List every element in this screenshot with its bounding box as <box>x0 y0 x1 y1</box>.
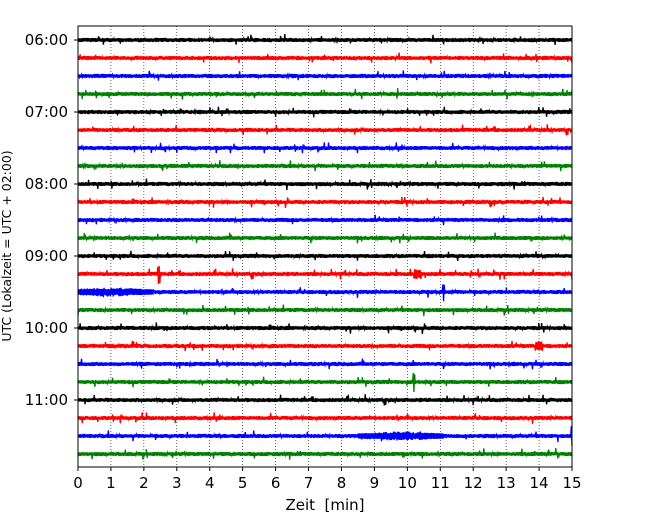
x-tick-label: 6 <box>271 474 281 492</box>
x-axis-label: Zeit [min] <box>285 496 364 514</box>
y-axis: 06:00 07:00 08:00 09:00 10:00 11:00 <box>25 31 78 409</box>
x-tick-label: 11 <box>431 474 450 492</box>
plot-frame <box>77 25 573 468</box>
seismic-trace <box>77 124 573 136</box>
seismic-trace <box>77 250 573 262</box>
x-tick-label: 14 <box>530 474 549 492</box>
seismic-trace <box>77 372 573 392</box>
seismic-trace <box>77 284 573 302</box>
x-tick-label: 8 <box>337 474 347 492</box>
seismic-trace <box>77 196 573 208</box>
seismic-trace <box>77 265 573 284</box>
x-tick-label: 12 <box>464 474 483 492</box>
x-tick-label: 0 <box>73 474 83 492</box>
trace-layer <box>77 34 573 460</box>
x-tick-label: 4 <box>205 474 215 492</box>
seismic-trace <box>77 412 573 424</box>
seismic-trace <box>77 448 573 460</box>
seismic-trace <box>77 232 573 244</box>
y-tick-label: 07:00 <box>25 103 68 121</box>
seismic-trace <box>77 106 573 118</box>
x-tick-label: 2 <box>139 474 149 492</box>
seismic-trace <box>77 52 573 64</box>
x-tick-label: 15 <box>562 474 581 492</box>
x-tick-label: 9 <box>370 474 380 492</box>
seismic-trace <box>77 304 573 317</box>
y-tick-label: 11:00 <box>25 391 68 409</box>
y-tick-label: 06:00 <box>25 31 68 49</box>
x-tick-label: 5 <box>238 474 248 492</box>
x-tick-label: 10 <box>398 474 417 492</box>
seismic-trace <box>77 160 573 172</box>
seismic-trace <box>77 340 573 352</box>
seismic-trace <box>77 426 573 446</box>
seismic-trace <box>77 358 573 370</box>
seismic-trace <box>77 214 573 226</box>
y-tick-label: 09:00 <box>25 247 68 265</box>
seismic-trace <box>77 322 573 334</box>
x-tick-label: 1 <box>106 474 116 492</box>
seismic-trace <box>77 142 573 154</box>
y-tick-label: 10:00 <box>25 319 68 337</box>
seismic-trace <box>77 34 573 46</box>
y-tick-label: 08:00 <box>25 175 68 193</box>
y-axis-label: UTC (Lokalzeit = UTC + 02:00) <box>0 150 14 341</box>
seismic-trace <box>77 394 573 406</box>
seismic-trace <box>77 70 573 81</box>
seismic-trace <box>77 178 573 191</box>
x-axis: 0 1 2 3 4 5 6 7 8 9 10 11 12 13 14 15 <box>73 467 582 492</box>
x-tick-label: 7 <box>304 474 314 492</box>
seismic-trace <box>77 88 573 100</box>
x-tick-label: 13 <box>497 474 516 492</box>
x-tick-label: 3 <box>172 474 182 492</box>
